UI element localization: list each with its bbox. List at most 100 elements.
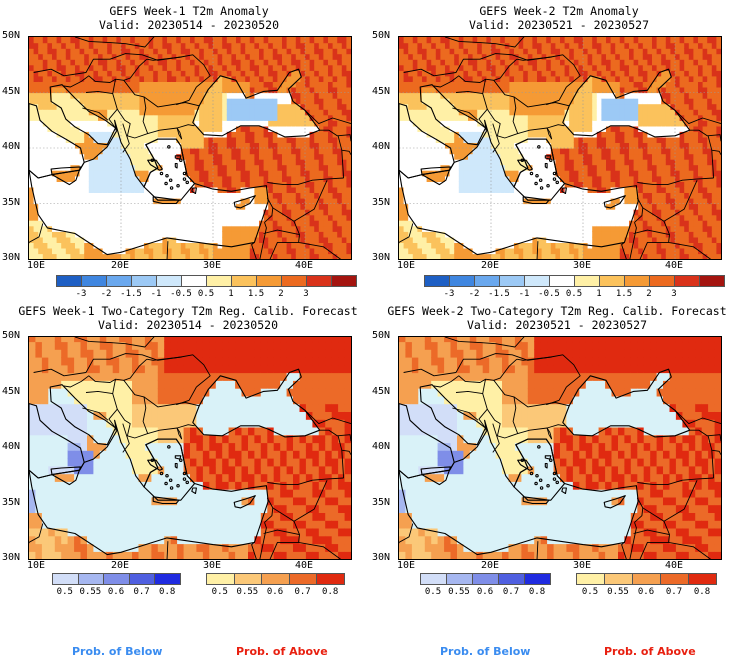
coastlines [29, 68, 321, 256]
colorbar-label: -3 [75, 289, 87, 299]
colorbar-swatch [181, 275, 207, 287]
colorbar-swatch [52, 573, 79, 585]
lat-tick-label: 35N [372, 196, 391, 208]
lon-tick-label: 20E [481, 560, 500, 571]
panel-title-week1-anomaly: GEFS Week-1 T2m Anomaly Valid: 20230514 … [28, 4, 350, 32]
colorbar-label: 0.8 [322, 587, 339, 597]
colorbar-swatch [154, 573, 181, 585]
colorbar-label: 0.6 [266, 587, 284, 597]
colorbar-swatch [624, 275, 650, 287]
colorbar-swatch [660, 573, 689, 585]
colorbar-label: 0.6 [476, 587, 494, 597]
panel-title-week1-prob: GEFS Week-1 Two-Category T2m Reg. Calib.… [8, 304, 368, 332]
colorbar-label: 0.55 [607, 587, 629, 597]
lon-tick-label: 40E [295, 260, 314, 271]
lat-tick-label: 45N [372, 385, 391, 397]
lon-tick-label: 10E [27, 560, 46, 571]
lat-tick-label: 50N [372, 330, 391, 341]
anomaly-colorbar-week1: -3 -2 -1.5 -1 -0.5 0.5 1 1.5 2 3 [56, 275, 357, 305]
lon-tick-label: 30E [573, 560, 592, 571]
lat-tick-label: 30N [372, 552, 391, 563]
valid-text: Valid: 20230521 - 20230527 [466, 318, 647, 332]
colorbar-label: -1.5 [488, 289, 510, 299]
lon-tick-label: 40E [665, 560, 684, 571]
colorbar-label: 1.5 [247, 289, 265, 299]
colorbar-label: 1 [228, 289, 234, 299]
colorbar-label: -1 [518, 289, 530, 299]
lat-tick-label: 45N [2, 85, 21, 97]
colorbar-swatch [233, 573, 263, 585]
colorbar-swatch [77, 573, 105, 585]
colorbar-label: -2 [100, 289, 112, 299]
lat-tick-label: 30N [372, 252, 391, 263]
colorbar-label: 0.55 [448, 587, 470, 597]
colorbar-label: 0.8 [528, 587, 546, 597]
prob-below-colorbar-week1: 0.5 0.55 0.6 0.7 0.8 [52, 573, 181, 603]
colorbar-label: 1 [596, 289, 602, 299]
colorbar-swatch [674, 275, 700, 287]
colorbar-swatch [524, 573, 551, 585]
colorbar-swatch [576, 573, 605, 585]
map-week2-probability [398, 336, 722, 560]
lon-tick-label: 30E [203, 260, 222, 271]
colorbar-swatch [498, 573, 525, 585]
lon-tick-label: 20E [481, 260, 500, 271]
colorbar-swatch [549, 275, 575, 287]
colorbar-label: 0.55 [236, 587, 259, 597]
lon-tick-label: 40E [295, 560, 314, 571]
map-week1-probability [28, 336, 352, 560]
lon-tick-label: 20E [111, 560, 130, 571]
colorbar-label: 0.5 [211, 587, 228, 597]
lat-tick-label: 45N [372, 85, 391, 97]
lat-tick-label: 50N [2, 30, 21, 41]
colorbar-label: 2 [646, 289, 652, 299]
colorbar-swatch [474, 275, 500, 287]
colorbar-label: -0.5 [170, 289, 192, 299]
colorbar-swatch [206, 275, 232, 287]
colorbar-swatch [81, 275, 107, 287]
field-shading [29, 37, 351, 259]
coastlines [399, 368, 691, 556]
lat-tick-label: 40N [372, 441, 391, 452]
lon-tick-label: 10E [27, 260, 46, 271]
lat-tick-label: 40N [2, 141, 21, 152]
colorbar-swatch [472, 573, 499, 585]
colorbar-swatch [599, 275, 625, 287]
lat-tick-label: 30N [2, 252, 21, 263]
prob-above-caption-week2: Prob. of Above [604, 645, 696, 658]
map-svg [399, 337, 721, 559]
title-text: GEFS Week-2 Two-Category T2m Reg. Calib.… [387, 304, 727, 318]
map-week1-anomaly [28, 36, 352, 260]
anomaly-colorbar-week2: -3 -2 -1.5 -1 -0.5 0.5 1 1.5 2 3 [424, 275, 725, 305]
country-borders [29, 337, 351, 559]
colorbar-label: 0.7 [294, 587, 311, 597]
field-shading [399, 337, 721, 559]
colorbar-swatch [56, 275, 82, 287]
colorbar-swatch [604, 573, 633, 585]
title-text: GEFS Week-1 T2m Anomaly [109, 4, 269, 18]
prob-above-colorbar-week1: 0.5 0.55 0.6 0.7 0.8 [206, 573, 345, 603]
lat-tick-label: 35N [372, 496, 391, 508]
colorbar-swatch [574, 275, 600, 287]
colorbar-swatch [281, 275, 307, 287]
title-text: GEFS Week-2 T2m Anomaly [479, 4, 639, 18]
colorbar-swatch [106, 275, 132, 287]
colorbar-swatch [103, 573, 130, 585]
lon-tick-label: 30E [573, 260, 592, 271]
colorbar-swatch [632, 573, 661, 585]
colorbar-swatch [131, 275, 157, 287]
colorbar-label: 0.5 [581, 587, 599, 597]
colorbar-label: 3 [303, 289, 309, 299]
colorbar-swatch [128, 573, 156, 585]
lat-tick-label: 40N [372, 141, 391, 152]
lat-tick-label: 35N [2, 196, 21, 208]
colorbar-label: 0.5 [56, 587, 73, 597]
panel-title-week2-anomaly: GEFS Week-2 T2m Anomaly Valid: 20230521 … [398, 4, 720, 32]
colorbar-label: 0.8 [159, 587, 176, 597]
colorbar-swatch [649, 275, 675, 287]
valid-text: Valid: 20230514 - 20230520 [97, 318, 278, 332]
lon-tick-label: 10E [397, 260, 416, 271]
colorbar-label: -2 [468, 289, 480, 299]
colorbar-label: 0.7 [133, 587, 150, 597]
colorbar-swatch [261, 573, 290, 585]
